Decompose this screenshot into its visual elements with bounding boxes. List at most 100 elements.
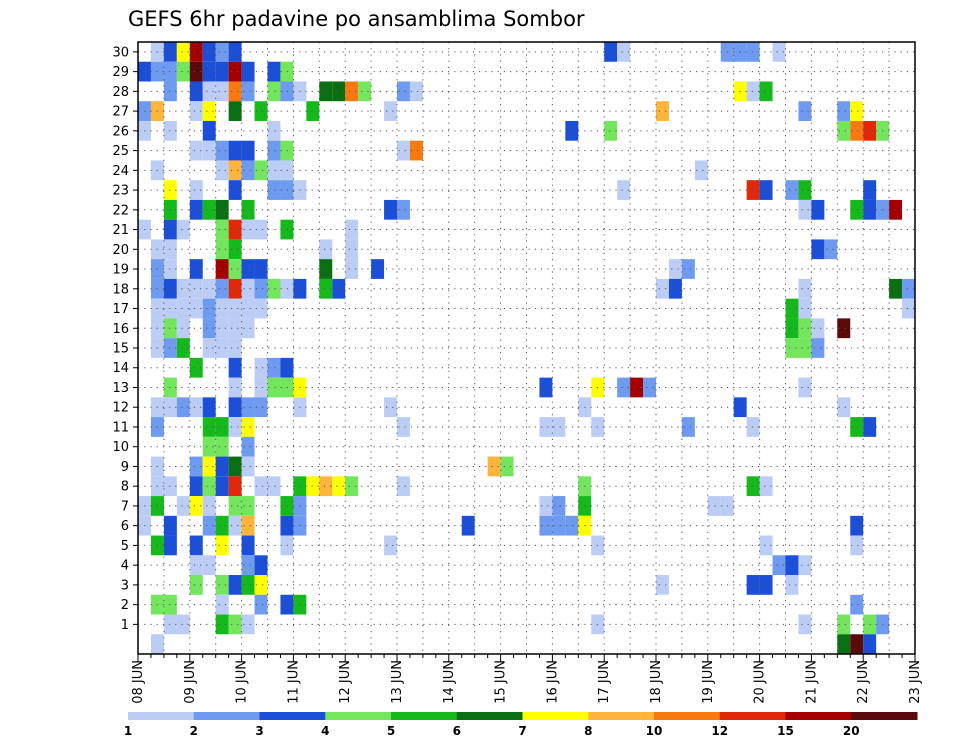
precip-cell: [409, 140, 423, 161]
colorbar-label: 7: [518, 724, 526, 738]
colorbar-label: 4: [321, 724, 329, 738]
y-tick-label: 7: [121, 499, 129, 514]
precip-cell: [617, 42, 631, 62]
precip-cell: [228, 476, 242, 497]
precip-cell: [837, 634, 851, 654]
precip-cell: [215, 239, 229, 260]
precip-cell: [267, 357, 281, 378]
precip-cell: [565, 120, 579, 141]
precip-cell: [785, 338, 799, 358]
y-tick-label: 21: [112, 223, 129, 238]
precip-cell: [202, 120, 216, 141]
precip-cell: [345, 81, 359, 102]
x-tick-label: 14 JUN: [442, 660, 457, 704]
precip-cell: [228, 357, 242, 378]
precip-cell: [176, 496, 190, 516]
precip-cell: [552, 496, 566, 516]
precip-cell: [215, 417, 229, 437]
precip-cell: [746, 575, 760, 595]
precip-cell: [202, 456, 216, 477]
precip-cell: [215, 259, 229, 279]
precip-cell: [189, 278, 203, 299]
x-tick-label: 13 JUN: [390, 660, 405, 704]
precip-cell: [798, 298, 812, 319]
x-tick-label: 18 JUN: [649, 660, 664, 704]
x-tick-label: 12 JUN: [338, 660, 353, 704]
precip-cell: [759, 575, 773, 595]
precip-cell: [189, 496, 203, 516]
precip-cell: [241, 397, 255, 418]
precip-cell: [189, 42, 203, 62]
precip-cell: [228, 101, 242, 121]
precip-cell: [345, 259, 359, 279]
precip-cell: [241, 81, 255, 102]
y-tick-label: 28: [112, 85, 129, 100]
precip-cell: [746, 417, 760, 437]
y-tick-label: 14: [112, 361, 129, 376]
x-tick-label: 11 JUN: [286, 660, 301, 704]
colorbar-swatch: [259, 712, 326, 720]
precip-cell: [798, 377, 812, 398]
y-tick-label: 3: [121, 578, 129, 593]
precip-cell: [202, 199, 216, 220]
y-tick-label: 22: [112, 203, 129, 218]
precip-cell: [811, 338, 825, 358]
precip-cell: [228, 239, 242, 260]
precip-cell: [215, 515, 229, 536]
precip-cell: [539, 377, 553, 398]
precip-cell: [228, 278, 242, 299]
precip-cell: [785, 575, 799, 595]
precip-cell: [785, 318, 799, 339]
precip-cell: [241, 318, 255, 339]
colorbar-swatch: [522, 712, 589, 720]
precip-cell: [241, 496, 255, 516]
precip-cell: [254, 594, 268, 615]
x-tick-label: 19 JUN: [701, 660, 716, 704]
precip-cell: [163, 338, 177, 358]
precip-cell: [461, 515, 475, 536]
precip-cell: [228, 417, 242, 437]
precip-cell: [267, 140, 281, 161]
precip-cell: [306, 476, 320, 497]
precip-cell: [267, 160, 281, 181]
precip-cell: [202, 61, 216, 82]
y-tick-label: 2: [121, 598, 129, 613]
precip-cell: [241, 575, 255, 595]
precip-cell: [189, 298, 203, 319]
precip-cell: [228, 397, 242, 418]
precip-cell: [202, 436, 216, 457]
precip-cell: [707, 496, 721, 516]
precip-cell: [539, 496, 553, 516]
precip-cell: [202, 476, 216, 497]
colorbar-label: 10: [646, 724, 663, 738]
precip-cell: [215, 278, 229, 299]
precip-cell: [668, 278, 682, 299]
precip-cell: [163, 239, 177, 260]
colorbar-swatch: [719, 712, 786, 720]
precip-cell: [241, 535, 255, 556]
precip-cell: [552, 417, 566, 437]
precip-cell: [319, 278, 333, 299]
precip-cell: [189, 535, 203, 556]
y-tick-label: 6: [121, 519, 129, 534]
precip-cell: [604, 42, 618, 62]
precip-cell: [215, 140, 229, 161]
x-axis: 08 JUN 09 JUN 10 JUN 11 JUN 12 JUN 13 JUN 14 J…: [131, 654, 923, 704]
precip-cell: [345, 476, 359, 497]
precip-cell: [267, 476, 281, 497]
precip-cell: [837, 101, 851, 121]
precip-cell: [811, 239, 825, 260]
precip-cell: [850, 417, 864, 437]
precip-cell: [604, 120, 618, 141]
precip-cell: [163, 180, 177, 200]
precip-cell: [397, 81, 410, 102]
precip-cell: [215, 594, 229, 615]
precip-cell: [215, 436, 229, 457]
precip-cell: [254, 575, 268, 595]
precip-cell: [552, 515, 566, 536]
precip-cell: [811, 199, 825, 220]
precip-cell: [228, 160, 242, 181]
cells-layer: [138, 42, 915, 654]
precip-cell: [202, 496, 216, 516]
colorbar-swatch: [851, 712, 918, 720]
